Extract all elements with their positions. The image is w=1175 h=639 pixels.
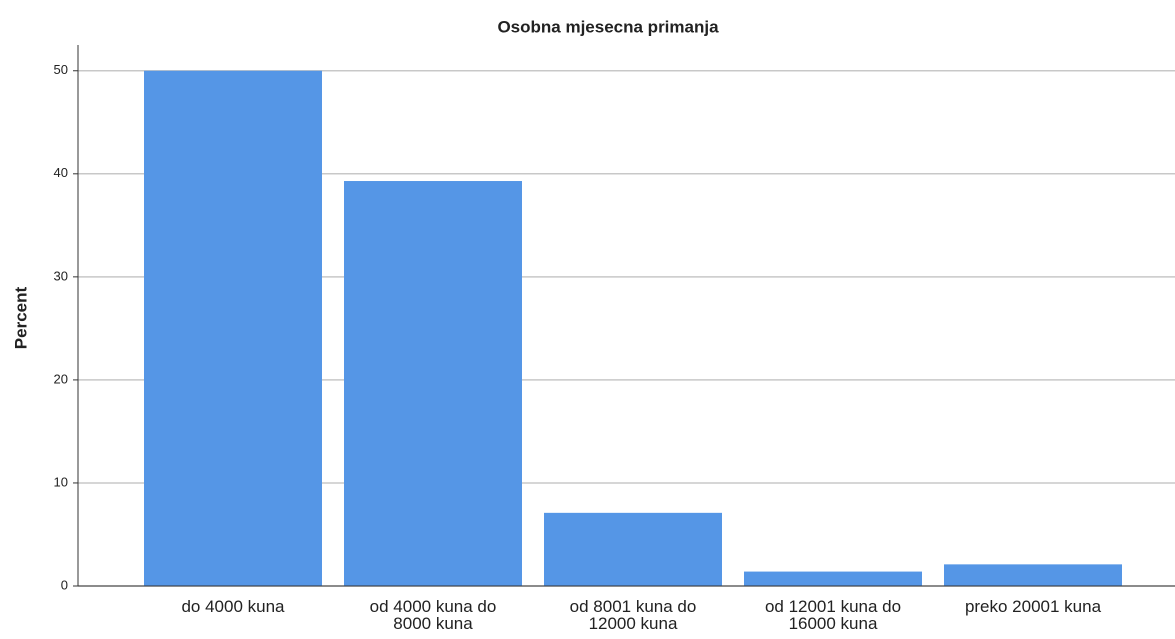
y-tick-label: 40 — [54, 165, 68, 180]
bar — [744, 571, 922, 586]
bar — [344, 181, 522, 586]
y-axis-label: Percent — [11, 286, 30, 349]
y-tick-label: 0 — [61, 577, 68, 592]
chart-title: Osobna mjesecna primanja — [497, 17, 719, 36]
bar — [144, 70, 322, 586]
x-tick-label: preko 20001 kuna — [964, 597, 1102, 616]
x-tick-label: od 12001 kuna do 16000 kuna — [764, 597, 902, 633]
y-tick-label: 20 — [54, 371, 68, 386]
y-tick-label: 30 — [54, 268, 68, 283]
y-tick-label: 10 — [54, 474, 68, 489]
bar — [944, 564, 1122, 586]
y-tick-label: 50 — [54, 62, 68, 77]
x-tick-label: od 4000 kuna do 8000 kuna — [369, 597, 497, 633]
x-tick-label: do 4000 kuna — [181, 597, 285, 616]
x-tick-label: od 8001 kuna do 12000 kuna — [569, 597, 697, 633]
bar — [544, 512, 722, 586]
